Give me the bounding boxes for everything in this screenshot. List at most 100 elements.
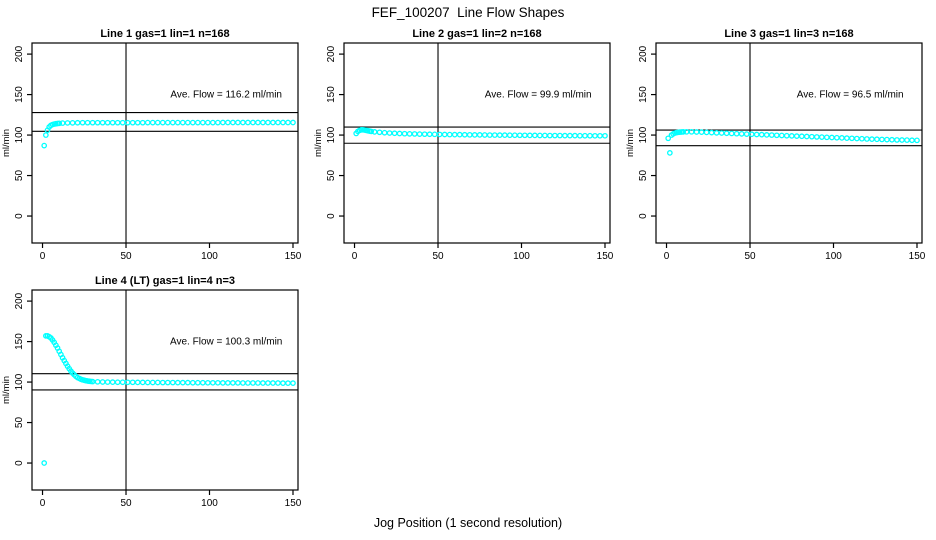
data-point <box>723 130 730 137</box>
x-tick-label: 150 <box>909 251 926 262</box>
data-point <box>89 119 96 126</box>
data-point <box>43 132 49 138</box>
data-point <box>491 132 498 138</box>
x-tick-label: 0 <box>40 498 46 509</box>
data-point <box>602 132 608 139</box>
data-point <box>481 132 488 138</box>
data-point <box>164 379 171 386</box>
data-point <box>199 119 206 126</box>
y-axis-unit-label: ml/min <box>313 129 324 157</box>
data-point <box>803 133 810 140</box>
data-point <box>879 136 885 143</box>
data-point <box>144 119 151 126</box>
data-point <box>476 132 483 138</box>
data-point <box>129 119 136 126</box>
data-point <box>844 135 850 141</box>
data-point <box>174 119 181 126</box>
data-point <box>577 132 583 139</box>
y-tick-label: 0 <box>638 213 649 219</box>
data-point <box>416 131 423 137</box>
data-point <box>250 380 256 386</box>
ave-flow-annotation: Ave. Flow = 116.2 ml/min <box>170 90 282 101</box>
data-point <box>144 379 151 386</box>
y-axis-unit-label: ml/min <box>625 129 636 157</box>
plot-box <box>31 289 299 491</box>
figure-title: FEF_100207 Line Flow Shapes <box>371 5 565 20</box>
data-point <box>260 380 266 386</box>
y-tick-label: 100 <box>14 126 25 143</box>
data-point <box>225 119 231 126</box>
y-tick-label: 100 <box>326 126 337 143</box>
data-point <box>109 379 116 385</box>
data-point <box>562 132 568 139</box>
data-point <box>506 132 513 139</box>
reference-lines <box>656 43 922 243</box>
data-point <box>461 131 468 138</box>
data-point <box>813 134 820 140</box>
x-tick-label: 100 <box>201 498 218 509</box>
plot-box <box>343 42 611 244</box>
x-tick-label: 100 <box>201 251 218 262</box>
data-point <box>572 132 578 139</box>
data-point <box>552 132 558 139</box>
panel-line-1: Line 1 gas=1 lin=1 n=168 0 50 100 150 0 50 100 1… <box>0 25 312 265</box>
data-point <box>255 119 261 126</box>
data-point <box>154 119 161 126</box>
y-tick-label: 100 <box>638 126 649 143</box>
data-point <box>376 129 383 136</box>
data-point <box>270 119 276 126</box>
y-tick-label: 50 <box>638 170 649 182</box>
data-point <box>665 135 672 142</box>
data-points <box>41 333 296 466</box>
x-axis-ticks: 0 50 100 150 <box>664 243 926 262</box>
data-point <box>456 131 463 138</box>
data-point <box>139 119 146 126</box>
panel-title: Line 1 gas=1 lin=1 n=168 <box>100 28 229 40</box>
data-point <box>179 119 186 126</box>
x-tick-label: 0 <box>664 251 670 262</box>
data-point <box>441 131 448 138</box>
data-point <box>894 137 900 143</box>
y-axis-ticks: 0 50 100 150 200 <box>14 292 32 466</box>
data-point <box>134 379 141 386</box>
y-tick-label: 200 <box>326 45 337 62</box>
data-point <box>778 132 785 139</box>
x-tick-label: 150 <box>597 251 614 262</box>
chart-line-1: Line 1 gas=1 lin=1 n=168 0 50 100 150 0 50 100 1… <box>1 28 302 262</box>
data-point <box>511 132 518 139</box>
data-point <box>94 119 101 126</box>
data-point <box>119 379 126 386</box>
data-point <box>680 129 687 135</box>
data-point <box>194 379 201 386</box>
y-axis-unit-label: ml/min <box>1 376 12 404</box>
data-point <box>793 133 800 139</box>
data-point <box>869 136 875 142</box>
data-point <box>667 150 673 156</box>
plot-box <box>31 42 299 244</box>
data-point <box>567 132 573 139</box>
panel-title: Line 2 gas=1 lin=2 n=168 <box>412 28 541 40</box>
y-tick-label: 50 <box>14 170 25 182</box>
y-tick-label: 150 <box>326 86 337 103</box>
x-tick-label: 100 <box>825 251 842 262</box>
data-point <box>230 380 236 386</box>
data-point <box>265 380 271 386</box>
data-point <box>129 379 136 386</box>
panel-title: Line 4 (LT) gas=1 lin=4 n=3 <box>95 275 235 287</box>
data-point <box>174 379 181 386</box>
data-point <box>864 136 870 142</box>
data-point <box>381 129 388 136</box>
data-point <box>587 132 593 139</box>
reference-lines <box>32 43 298 243</box>
data-point <box>849 135 855 142</box>
data-point <box>74 119 81 126</box>
data-point <box>250 119 256 126</box>
data-point <box>823 134 830 141</box>
data-point <box>290 380 296 386</box>
data-point <box>240 380 246 386</box>
data-point <box>199 379 206 386</box>
data-point <box>537 132 543 139</box>
ave-flow-annotation: Ave. Flow = 96.5 ml/min <box>797 90 904 101</box>
y-axis-ticks: 0 50 100 150 200 <box>326 45 344 219</box>
